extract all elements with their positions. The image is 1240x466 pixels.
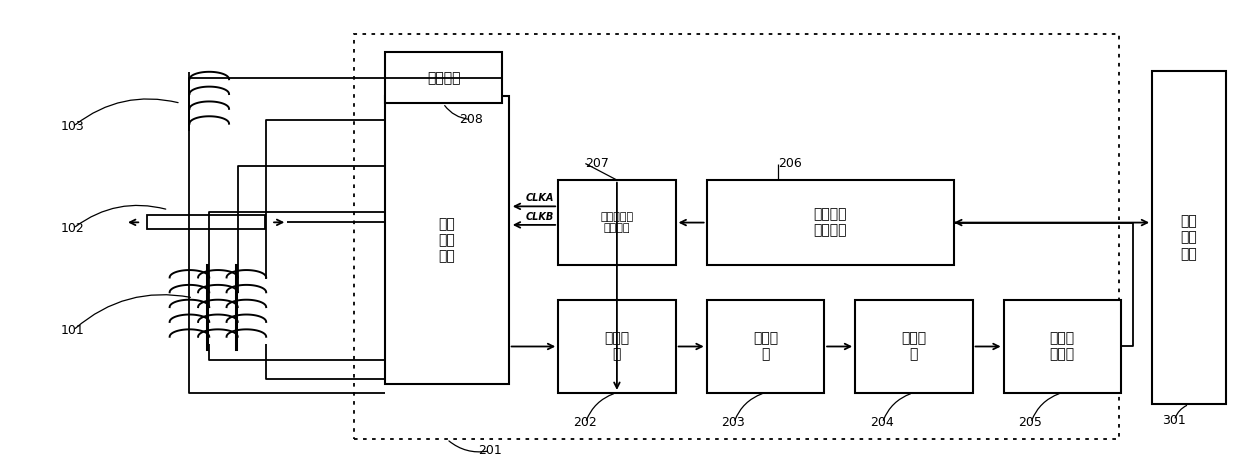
Text: CLKB: CLKB — [526, 212, 554, 221]
Text: 数字信号
处理模块: 数字信号 处理模块 — [813, 207, 847, 238]
Text: 207: 207 — [585, 157, 609, 170]
Text: 206: 206 — [779, 157, 802, 170]
FancyBboxPatch shape — [856, 300, 972, 393]
Text: 208: 208 — [459, 113, 484, 126]
Text: 103: 103 — [61, 120, 84, 133]
Text: 开关模
块: 开关模 块 — [604, 331, 630, 362]
FancyBboxPatch shape — [558, 300, 676, 393]
FancyBboxPatch shape — [707, 180, 954, 266]
Text: 滤波模
块: 滤波模 块 — [753, 331, 777, 362]
Text: 201: 201 — [477, 444, 501, 457]
Text: CLKA: CLKA — [526, 193, 554, 203]
Text: 301: 301 — [1162, 414, 1185, 427]
Text: 模数转
换模块: 模数转 换模块 — [1050, 331, 1075, 362]
FancyBboxPatch shape — [384, 52, 502, 103]
FancyBboxPatch shape — [1152, 71, 1226, 404]
Text: 204: 204 — [870, 417, 894, 430]
Text: 多相位时钟
产生模块: 多相位时钟 产生模块 — [600, 212, 634, 233]
FancyBboxPatch shape — [384, 96, 508, 384]
Text: 205: 205 — [1018, 417, 1043, 430]
Text: 振荡模块: 振荡模块 — [427, 71, 460, 85]
FancyBboxPatch shape — [707, 300, 825, 393]
FancyBboxPatch shape — [1003, 300, 1121, 393]
Text: 电子
控制
模块: 电子 控制 模块 — [1180, 214, 1198, 261]
FancyBboxPatch shape — [558, 180, 676, 266]
FancyBboxPatch shape — [148, 215, 265, 229]
Text: 放大模
块: 放大模 块 — [901, 331, 926, 362]
Text: 同步
整流
模块: 同步 整流 模块 — [439, 217, 455, 263]
Text: 203: 203 — [722, 417, 745, 430]
Text: 102: 102 — [61, 222, 84, 235]
Text: 202: 202 — [573, 417, 596, 430]
Text: 101: 101 — [61, 324, 84, 337]
